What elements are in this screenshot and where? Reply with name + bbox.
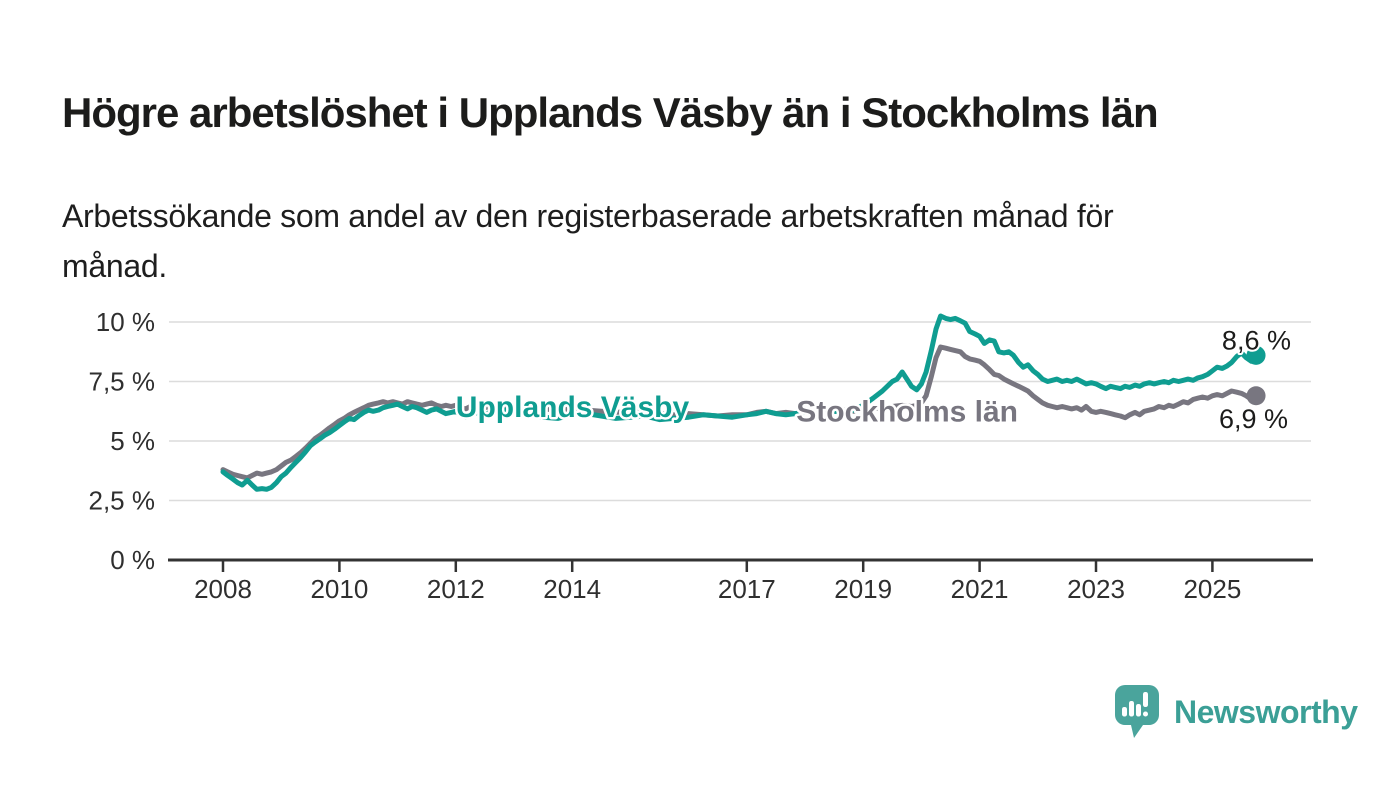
newsworthy-branding: Newsworthy [1114, 684, 1358, 740]
chart-subtitle: Arbetssökande som andel av den registerb… [62, 198, 1114, 284]
series-end-dot-stockholms-l-n [1246, 386, 1266, 406]
x-tick-label: 2023 [1067, 574, 1125, 604]
newsworthy-logo-icon [1115, 685, 1159, 738]
y-tick-label: 7,5 % [89, 367, 156, 397]
x-tick-label: 2014 [543, 574, 601, 604]
series-end-value-upplands-v-sby: 8,6 % [1222, 325, 1291, 355]
x-tick-label: 2021 [951, 574, 1009, 604]
x-tick-label: 2019 [834, 574, 892, 604]
x-tick-label: 2017 [718, 574, 776, 604]
series-line-upplands-v-sby [220, 313, 1259, 492]
chart-title: Högre arbetslöshet i Upplands Väsby än i… [62, 89, 1159, 137]
series-end-value-stockholms-l-n: 6,9 % [1219, 404, 1288, 434]
y-tick-label: 0 % [110, 545, 155, 575]
x-tick-label: 2025 [1183, 574, 1241, 604]
series-end-dot-upplands-v-sby [1246, 345, 1266, 365]
y-tick-label: 5 % [110, 426, 155, 456]
x-tick-label: 2012 [427, 574, 485, 604]
newsworthy-logo-text: Newsworthy [1174, 693, 1358, 730]
y-tick-label: 2,5 % [89, 486, 156, 516]
series-label-stockholms-l-n: Stockholms län [796, 395, 1018, 428]
series-label-upplands-v-sby: Upplands Väsby [456, 391, 690, 424]
x-tick-label: 2010 [310, 574, 368, 604]
x-tick-label: 2008 [194, 574, 252, 604]
y-tick-label: 10 % [96, 307, 155, 337]
